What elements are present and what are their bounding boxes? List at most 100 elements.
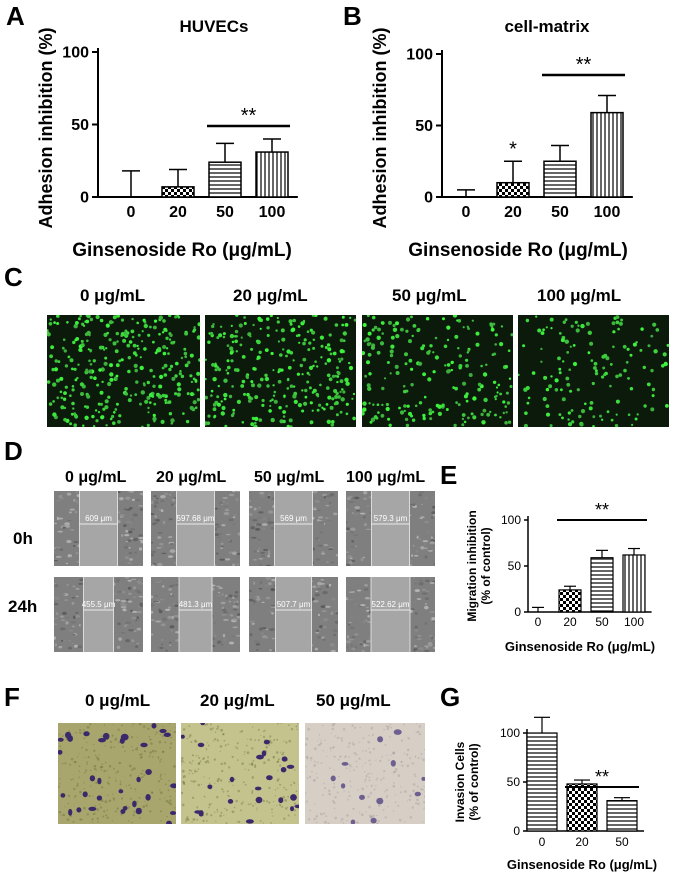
- x-tick-label: 0: [535, 615, 542, 629]
- cell-dot: [403, 389, 407, 394]
- cell-dot: [54, 359, 58, 363]
- cell-dot: [412, 324, 417, 328]
- cell-dot: [266, 334, 270, 337]
- cell-dot: [465, 399, 469, 403]
- wound-width-label: 609 μm: [85, 514, 112, 523]
- cell-dot: [213, 414, 217, 418]
- cell-dot: [296, 372, 300, 376]
- cell-dot: [567, 422, 573, 427]
- cell-dot: [259, 377, 264, 382]
- cell-dot: [229, 351, 234, 355]
- cell-dot: [234, 339, 238, 344]
- cell-dot: [161, 366, 165, 370]
- cell-dot: [220, 400, 223, 403]
- cell-dot: [458, 354, 462, 358]
- cell-dot: [410, 367, 414, 371]
- wound-image-24h-1: 481.3 μm: [151, 577, 240, 652]
- cell-dot: [137, 347, 140, 350]
- cell-dot: [273, 390, 277, 394]
- cell-dot: [217, 367, 222, 372]
- cell-dot: [210, 389, 214, 393]
- cell-dot: [278, 406, 282, 410]
- cell-dot: [417, 327, 421, 332]
- stained-cell: [200, 723, 205, 726]
- cell-dot: [62, 397, 67, 401]
- cell-dot: [591, 381, 595, 386]
- y-axis-label: Migration inhibition: [465, 510, 479, 621]
- cell-dot: [71, 385, 75, 388]
- cell-dot: [143, 323, 148, 329]
- cell-dot: [504, 364, 508, 369]
- cell-dot: [152, 375, 156, 378]
- cell-dot: [620, 318, 624, 322]
- cell-dot: [216, 366, 220, 369]
- cell-dot: [220, 411, 225, 416]
- cell-dot: [390, 335, 395, 340]
- cell-dot: [277, 340, 280, 343]
- stained-cell: [390, 760, 396, 767]
- cell-dot: [240, 384, 245, 388]
- cell-dot: [615, 399, 620, 404]
- cell-dot: [627, 413, 631, 416]
- cell-dot: [196, 371, 200, 376]
- cell-dot: [345, 381, 350, 386]
- cell-dot: [341, 388, 344, 391]
- cell-dot: [218, 333, 223, 338]
- cell-dot: [118, 414, 122, 418]
- cell-dot: [189, 405, 194, 411]
- cell-dot: [120, 358, 124, 362]
- cell-dot: [302, 357, 307, 362]
- cell-dot: [132, 343, 137, 348]
- cell-dot: [566, 382, 571, 387]
- cell-dot: [282, 419, 286, 424]
- cell-dot: [635, 341, 638, 344]
- cell-dot: [104, 405, 109, 410]
- cell-dot: [576, 388, 580, 392]
- cell-dot: [578, 414, 582, 419]
- cell-dot: [557, 356, 561, 361]
- cell-dot: [271, 398, 274, 401]
- cell-dot: [63, 349, 67, 353]
- stained-cell: [359, 794, 365, 800]
- cell-dot: [247, 332, 252, 337]
- scratch-gap: [371, 577, 410, 652]
- panel-letter-f: F: [4, 682, 20, 712]
- chart-e: 0 50 100 0 20 50 100 ** Ginsenoside Ro (μg/mL) Mi…: [465, 500, 655, 654]
- cell-dot: [269, 399, 272, 403]
- cell-dot: [376, 335, 381, 340]
- cell-dot: [180, 356, 184, 360]
- cell-dot: [84, 415, 89, 420]
- cell-dot: [522, 344, 526, 348]
- cell-dot: [292, 359, 295, 362]
- cell-dot: [168, 412, 173, 416]
- x-tick-label: 20: [169, 204, 187, 221]
- cell-dot: [326, 373, 331, 378]
- bar: [566, 783, 598, 832]
- cell-dot: [216, 336, 220, 340]
- cell-dot: [72, 407, 75, 410]
- cell-dot: [490, 327, 495, 332]
- cell-dot: [99, 390, 104, 395]
- cell-dot: [256, 357, 259, 361]
- cell-dot: [398, 406, 401, 410]
- scratch-gap: [275, 577, 312, 652]
- bar: [161, 186, 195, 198]
- cell-dot: [98, 345, 103, 350]
- cell-dot: [335, 392, 339, 395]
- stained-cell: [254, 786, 262, 791]
- y-tick-label: 100: [501, 513, 521, 527]
- significance-marker: **: [576, 54, 592, 76]
- stained-cell: [151, 723, 157, 729]
- cell-dot: [496, 391, 499, 394]
- cell-dot: [265, 317, 270, 321]
- cell-dot: [549, 317, 554, 322]
- cell-dot: [147, 333, 151, 337]
- cell-dot: [320, 344, 324, 348]
- cell-dot: [236, 399, 241, 404]
- cell-dot: [239, 343, 243, 347]
- cell-dot: [561, 397, 566, 402]
- cell-dot: [579, 422, 584, 427]
- cell-dot: [276, 316, 279, 320]
- cell-dot: [230, 359, 234, 363]
- cell-dot: [172, 340, 176, 344]
